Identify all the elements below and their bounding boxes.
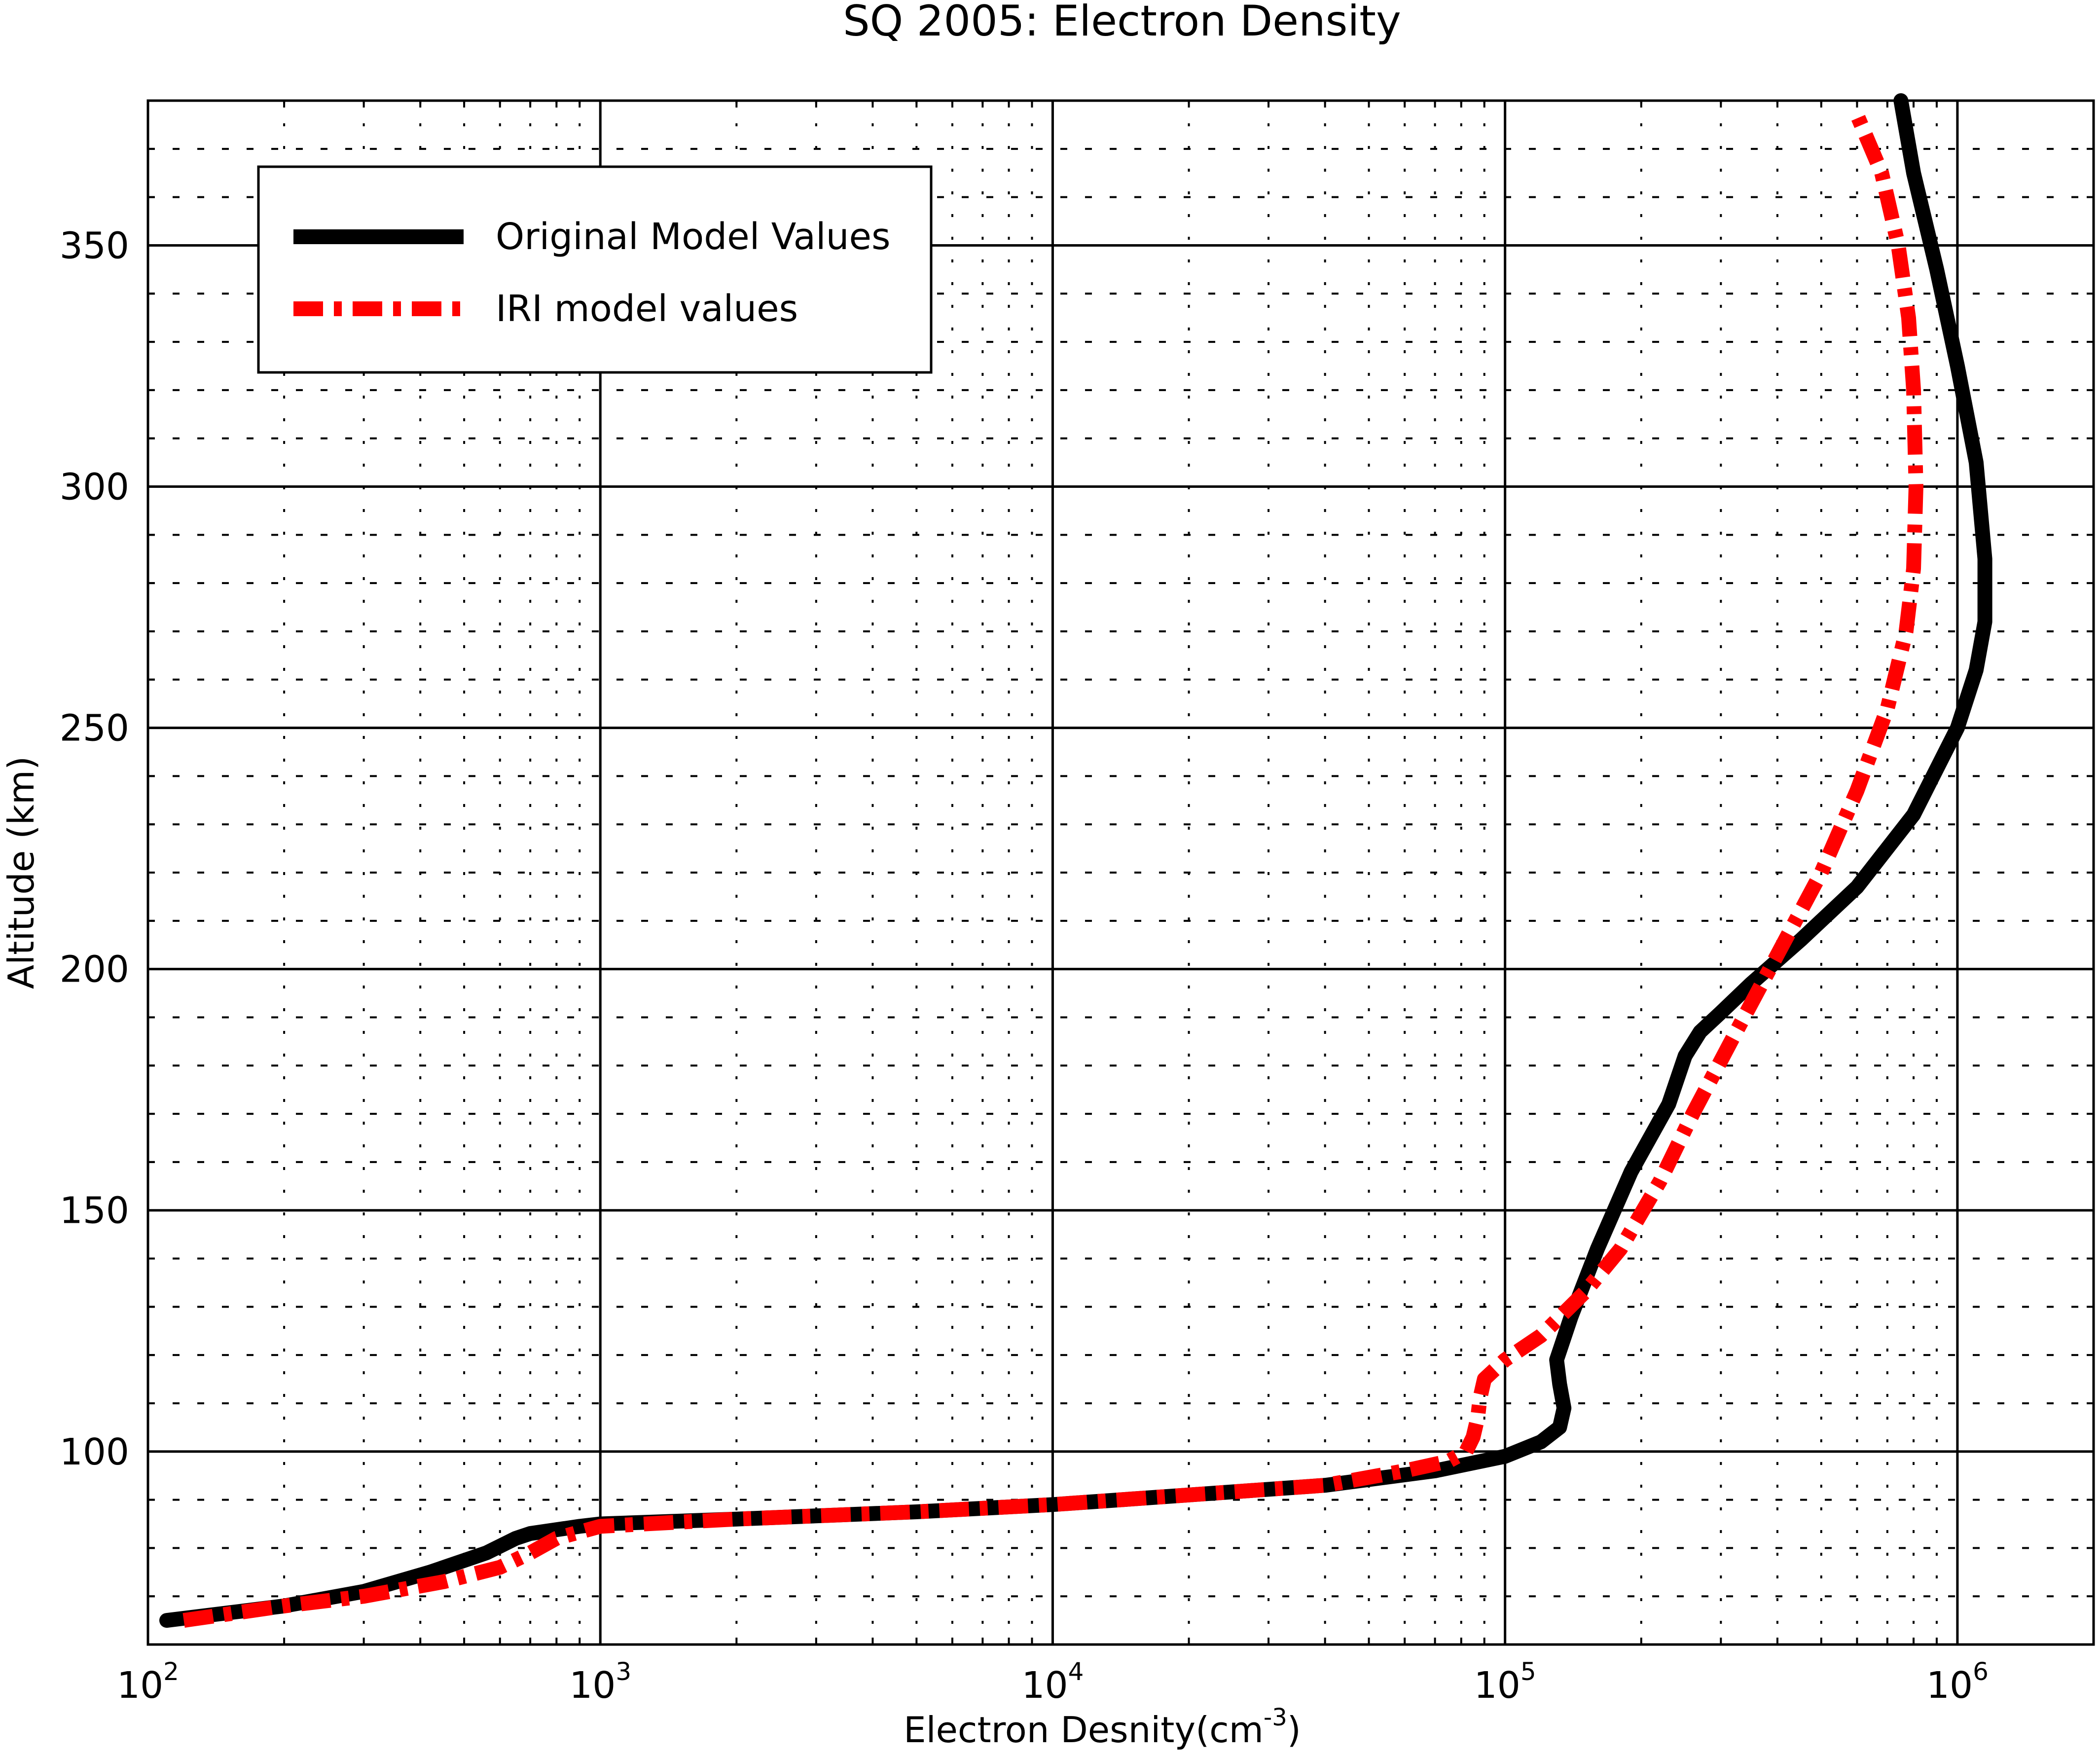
legend-box [257,165,933,374]
x-axis-label-close: ) [1287,1709,1301,1751]
y-tick-label: 200 [60,949,129,991]
chart-title: SQ 2005: Electron Density [843,0,1401,46]
x-tick-label-exponent: 5 [1521,1657,1536,1686]
x-tick-label: 106 [1926,1657,1989,1707]
y-tick-labels: 100 150 200 250 300 350 [60,224,129,1473]
major-grid [148,101,2094,1645]
y-tick-label: 250 [60,707,129,750]
series-layer [159,93,1992,1628]
x-tick-label-exponent: 4 [1068,1657,1084,1686]
plot-frame [146,99,2095,1646]
x-axis-label-base: Electron Desnity(cm [904,1709,1264,1751]
x-tick-label-base: 10 [1474,1664,1521,1707]
x-tick-label-exponent: 3 [616,1657,631,1686]
y-tick-label: 300 [60,466,129,509]
x-tick-label: 102 [117,1657,179,1707]
y-axis-label: Altitude (km) [0,756,42,989]
series-line-original-model [159,93,1992,1628]
x-tick-label-exponent: 6 [1973,1657,1989,1686]
x-tick-label-base: 10 [117,1664,163,1707]
x-tick-labels: 102 103 104 105 106 [117,1657,1989,1707]
x-tick-label: 103 [569,1657,631,1707]
x-axis-label-sup: -3 [1264,1704,1287,1731]
legend: Original Model Values IRI model values [257,165,933,374]
x-tick-label-base: 10 [1926,1664,1973,1707]
legend-label-original: Original Model Values [496,216,891,258]
x-tick-label-base: 10 [569,1664,616,1707]
x-tick-label-exponent: 2 [163,1657,179,1686]
x-tick-label: 104 [1021,1657,1084,1707]
legend-label-iri: IRI model values [496,288,798,330]
series-line-iri-model [182,112,1923,1628]
y-tick-label: 150 [60,1190,129,1232]
y-tick-label: 100 [60,1431,129,1473]
x-axis-label: Electron Desnity(cm-3) [904,1704,1301,1751]
x-tick-label-base: 10 [1021,1664,1068,1707]
y-tick-label: 350 [60,224,129,267]
x-tick-label: 105 [1474,1657,1536,1707]
